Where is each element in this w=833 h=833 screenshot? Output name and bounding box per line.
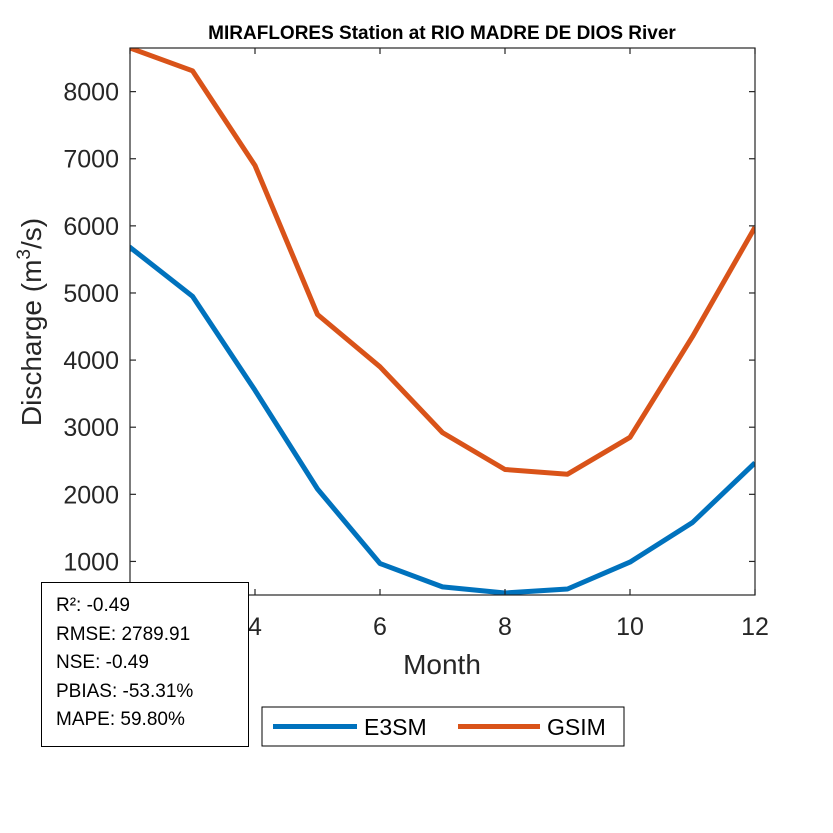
- chart-title: MIRAFLORES Station at RIO MADRE DE DIOS …: [208, 23, 676, 44]
- stat-rmse: RMSE: 2789.91: [56, 623, 191, 645]
- stat-r2: R²: -0.49: [56, 595, 130, 616]
- x-tick-label: 4: [248, 613, 262, 641]
- y-tick-label: 1000: [63, 548, 119, 576]
- y-tick-label: 8000: [63, 79, 119, 107]
- x-tick-label: 8: [498, 613, 512, 641]
- y-tick-label: 7000: [63, 146, 119, 174]
- y-tick-label: 6000: [63, 213, 119, 241]
- x-axis-label: Month: [403, 649, 481, 680]
- x-tick-label: 12: [741, 613, 769, 641]
- y-tick-label: 3000: [63, 414, 119, 442]
- y-axis-label: Discharge (m3/s): [14, 218, 47, 426]
- stat-pbias: PBIAS: -53.31%: [56, 680, 194, 702]
- series-line-gsim: [130, 48, 755, 477]
- legend-label-gsim: GSIM: [547, 714, 606, 740]
- stats-box: R²: -0.49 RMSE: 2789.91 NSE: -0.49 PBIAS…: [41, 582, 249, 747]
- legend-label-e3sm: E3SM: [364, 714, 427, 740]
- y-tick-label: 5000: [63, 280, 119, 308]
- x-tick-label: 10: [616, 613, 644, 641]
- y-tick-label: 4000: [63, 347, 119, 375]
- plot-frame: [129, 47, 756, 596]
- x-tick-label: 6: [373, 613, 387, 641]
- stat-nse: NSE: -0.49: [56, 652, 149, 673]
- y-tick-label: 2000: [63, 481, 119, 509]
- legend: E3SM GSIM: [261, 706, 625, 747]
- series-line-e3sm: [130, 244, 755, 595]
- stat-mape: MAPE: 59.80%: [56, 709, 185, 730]
